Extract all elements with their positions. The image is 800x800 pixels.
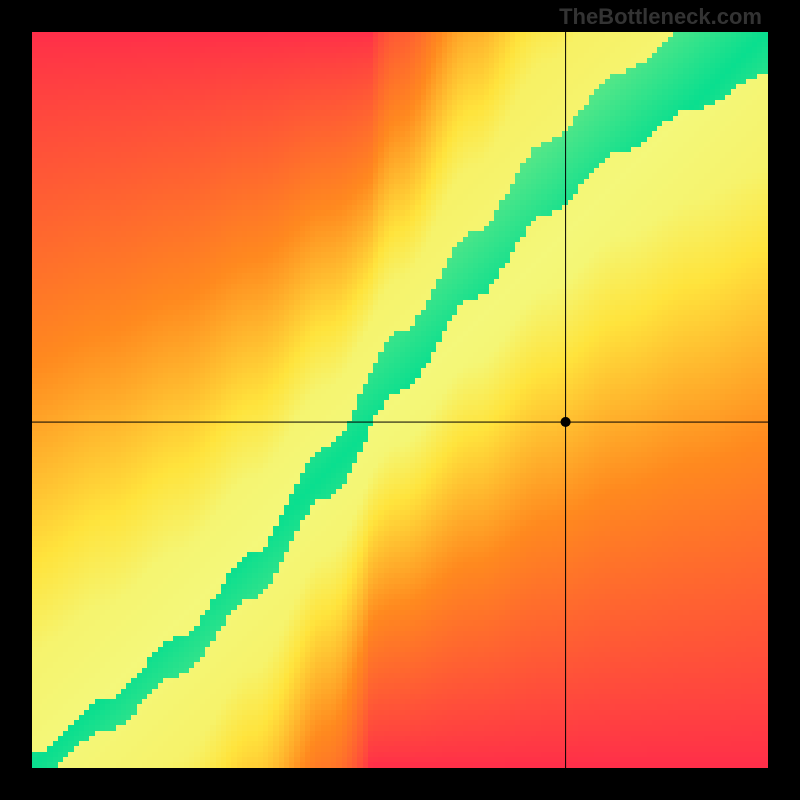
plot-frame [32,32,768,768]
chart-container: TheBottleneck.com [0,0,800,800]
watermark-text: TheBottleneck.com [559,4,762,30]
bottleneck-heatmap [32,32,768,768]
